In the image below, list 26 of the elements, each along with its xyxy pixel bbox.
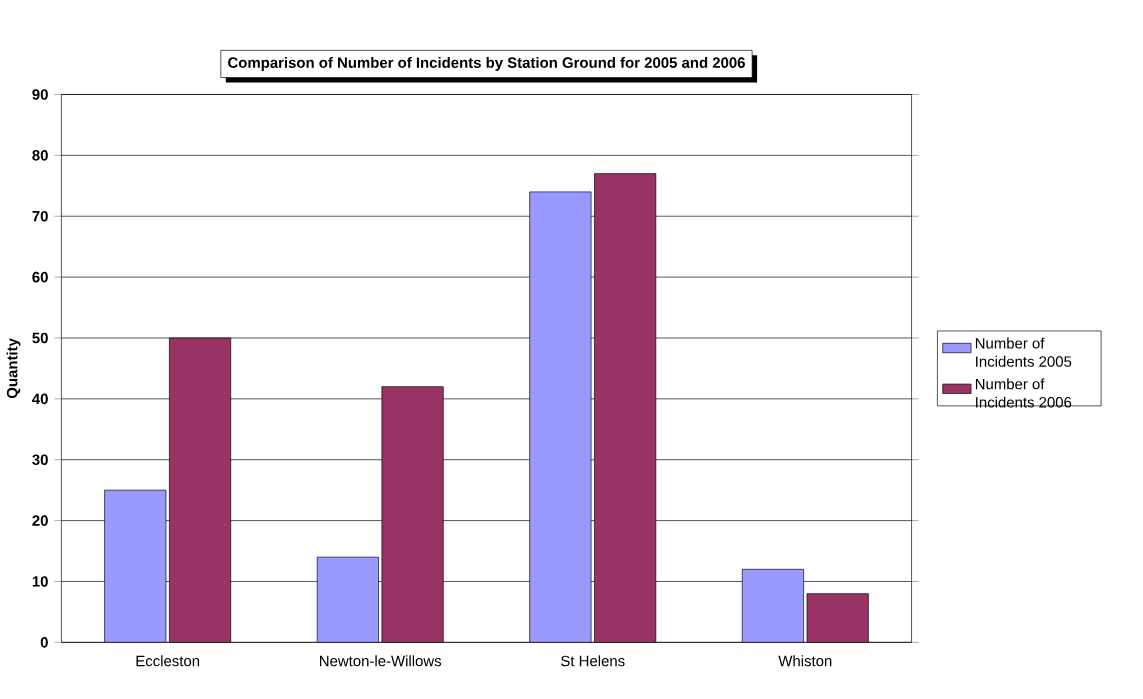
x-tick-label: St Helens xyxy=(561,655,625,667)
bar xyxy=(104,489,167,643)
y-tick-label: 70 xyxy=(32,210,48,222)
y-tick-label: 90 xyxy=(32,89,48,100)
y-tick-label: 40 xyxy=(32,393,48,405)
y-axis-title: Quantity xyxy=(6,338,21,399)
bar xyxy=(806,593,869,643)
y-tick-label: 60 xyxy=(32,271,48,283)
bar xyxy=(381,386,444,643)
legend-label: Number of Incidents 2006 xyxy=(975,378,1072,408)
y-tick-label: 50 xyxy=(32,332,48,344)
y-tick-label: 10 xyxy=(32,576,48,587)
bar xyxy=(529,191,592,643)
x-tick-label: Eccleston xyxy=(136,655,200,667)
legend-label: Number of Incidents 2005 xyxy=(975,337,1072,367)
y-tick-label: 30 xyxy=(32,454,48,465)
bar xyxy=(169,337,232,643)
bar xyxy=(741,568,804,643)
y-tick-label: 20 xyxy=(32,515,48,526)
x-tick-label: Whiston xyxy=(778,655,832,667)
y-tick-label: 0 xyxy=(40,637,48,648)
y-tick-label: 80 xyxy=(32,150,48,161)
bar xyxy=(594,173,657,643)
bar xyxy=(316,556,379,643)
x-tick-label: Newton-le-Willows xyxy=(320,655,442,667)
chart-title: Comparison of Number of Incidents by Station Ground for 2005 and 2006 xyxy=(228,56,745,71)
